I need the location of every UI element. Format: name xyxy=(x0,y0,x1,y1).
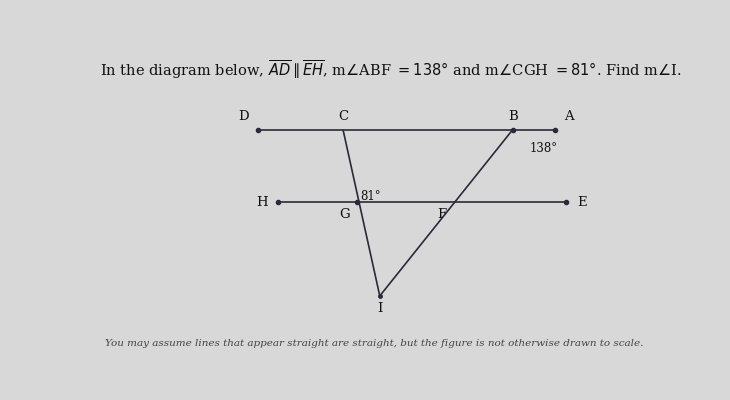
Text: You may assume lines that appear straight are straight, but the figure is not ot: You may assume lines that appear straigh… xyxy=(105,339,643,348)
Text: B: B xyxy=(508,110,518,123)
Text: H: H xyxy=(256,196,268,208)
Text: I: I xyxy=(377,302,383,315)
Text: C: C xyxy=(338,110,348,123)
Text: F: F xyxy=(437,208,447,221)
Text: 138°: 138° xyxy=(530,142,558,155)
Text: In the diagram below, $\overline{AD} \parallel \overline{EH}$, m$\angle$ABF $= 1: In the diagram below, $\overline{AD} \pa… xyxy=(100,59,681,81)
Text: E: E xyxy=(577,196,587,208)
Text: A: A xyxy=(564,110,574,123)
Text: D: D xyxy=(239,110,250,123)
Text: G: G xyxy=(339,208,350,222)
Text: 81°: 81° xyxy=(360,190,380,203)
